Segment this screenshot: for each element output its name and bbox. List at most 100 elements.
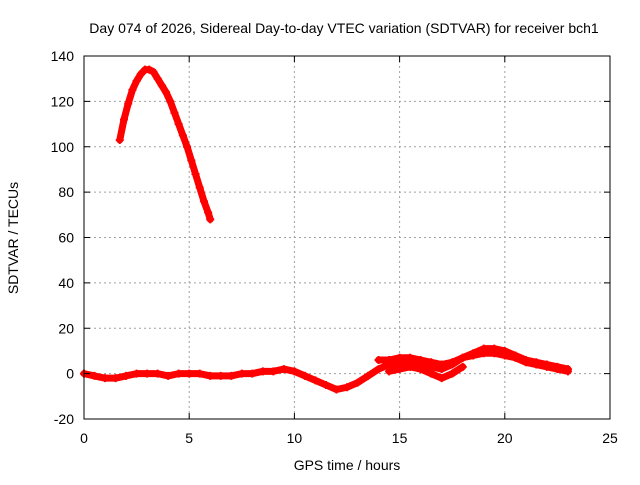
y-axis-label: SDTVAR / TECUs (5, 182, 21, 294)
y-tick-label: -20 (54, 411, 74, 427)
x-axis-label: GPS time / hours (294, 457, 401, 473)
x-tick-label: 0 (80, 430, 88, 446)
data-point (216, 371, 225, 380)
x-tick-label: 15 (392, 430, 408, 446)
y-tick-label: 0 (66, 366, 74, 382)
data-point (119, 115, 128, 124)
data-point (143, 369, 152, 378)
data-point (448, 358, 457, 367)
data-point (521, 356, 530, 365)
data-point (458, 353, 467, 362)
data-point (187, 156, 196, 165)
data-point (153, 369, 162, 378)
y-tick-label: 60 (58, 230, 74, 246)
data-point (490, 344, 499, 353)
data-point (195, 183, 204, 192)
data-point (416, 365, 425, 374)
data-point (385, 367, 394, 376)
data-point (532, 358, 541, 367)
data-point (164, 371, 173, 380)
y-tick-label: 140 (51, 48, 75, 64)
data-point (353, 378, 362, 387)
data-point (406, 353, 415, 362)
data-point (136, 70, 145, 79)
series-3 (374, 344, 572, 374)
data-point (469, 349, 478, 358)
data-point (115, 135, 124, 144)
data-point (248, 369, 257, 378)
data-point (364, 371, 373, 380)
data-point (258, 367, 267, 376)
data-point (563, 365, 572, 374)
data-point (185, 369, 194, 378)
data-point (199, 197, 208, 206)
data-point (174, 369, 183, 378)
data-point (416, 356, 425, 365)
data-point (149, 67, 158, 76)
data-point (132, 369, 141, 378)
data-point (343, 383, 351, 392)
x-tick-label: 25 (602, 430, 618, 446)
data-point (111, 374, 120, 383)
y-tick-label: 120 (51, 93, 75, 109)
x-tick-label: 20 (497, 430, 513, 446)
data-point (124, 99, 133, 108)
data-point (290, 367, 299, 376)
data-point (170, 108, 179, 117)
data-point (191, 169, 200, 178)
data-point (269, 367, 278, 376)
data-point (101, 374, 110, 383)
data-point (458, 362, 467, 371)
data-point (553, 362, 562, 371)
x-tick-label: 5 (185, 430, 193, 446)
axis-ticks: 0 5 10 15 20 25 -20 0 20 40 60 80 100 120 140 (51, 48, 618, 446)
data-point (162, 88, 171, 97)
data-point (195, 369, 204, 378)
data-point (153, 74, 162, 83)
data-point (178, 131, 187, 140)
data-point (542, 360, 551, 369)
data-point (279, 365, 288, 374)
data-point (128, 86, 137, 95)
data-point (448, 369, 457, 378)
y-tick-label: 100 (51, 139, 75, 155)
data-point (166, 97, 175, 106)
x-tick-label: 10 (287, 430, 303, 446)
data-point (206, 371, 215, 380)
data-point (174, 120, 183, 129)
y-tick-label: 40 (58, 275, 74, 291)
grid-lines (84, 56, 610, 419)
chart-title: Day 074 of 2026, Sidereal Day-to-day VTE… (89, 20, 599, 36)
data-point (437, 374, 446, 383)
y-tick-label: 20 (58, 320, 74, 336)
data-point (183, 142, 192, 151)
data-point (227, 371, 236, 380)
data-point (374, 365, 383, 374)
data-point (395, 353, 404, 362)
series-4 (385, 362, 467, 383)
data-point (406, 362, 415, 371)
data-point (479, 344, 488, 353)
data-series (80, 65, 572, 394)
data-point (132, 76, 141, 85)
data-point (237, 369, 246, 378)
data-point (321, 380, 330, 389)
data-point (500, 346, 509, 355)
data-point (437, 360, 446, 369)
y-tick-label: 80 (58, 184, 74, 200)
data-point (332, 385, 341, 394)
data-point (145, 65, 154, 74)
data-point (427, 369, 436, 378)
data-point (395, 365, 404, 374)
series-1 (115, 65, 215, 224)
data-point (300, 371, 309, 380)
data-point (311, 376, 320, 385)
data-point (385, 356, 394, 365)
data-point (157, 81, 166, 90)
data-point (90, 371, 99, 380)
data-point (374, 356, 383, 365)
data-point (204, 208, 213, 217)
